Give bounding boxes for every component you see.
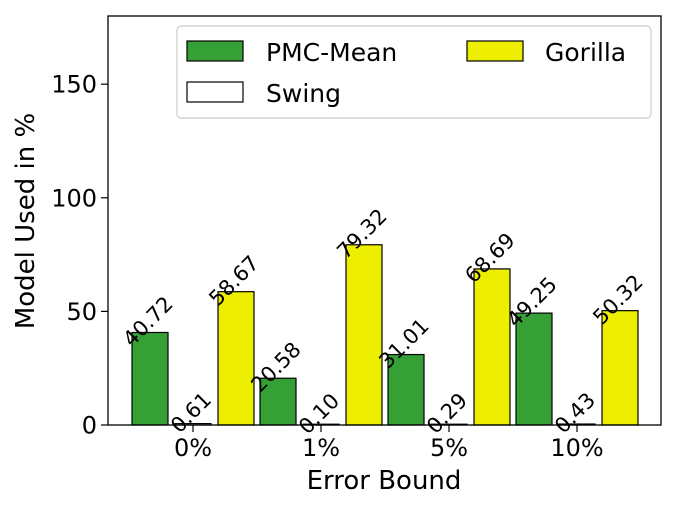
x-tick-label: 5%	[430, 434, 468, 462]
y-axis-title: Model Used in %	[11, 113, 41, 329]
data-label: 0.61	[166, 388, 216, 438]
plot-frame	[107, 15, 662, 426]
bar-gorilla-10%	[601, 310, 639, 426]
bar-gorilla-0%	[217, 291, 255, 426]
y-axis: 0 50 100 150	[51, 71, 108, 440]
data-label: 0.43	[550, 388, 600, 438]
bar-gorilla-1%	[345, 244, 383, 426]
x-axis: 0% 1% 5% 10%	[174, 425, 604, 462]
y-tick-label: 150	[51, 71, 97, 99]
legend-label-gorilla: Gorilla	[545, 38, 626, 67]
x-tick-label: 10%	[550, 434, 603, 462]
y-tick-label: 100	[51, 184, 97, 212]
data-label: 0.29	[422, 388, 472, 438]
legend-frame	[176, 25, 652, 119]
legend-label-swing: Swing	[266, 79, 341, 108]
legend-swatch-pmc-mean	[186, 40, 244, 62]
y-tick-label: 50	[66, 298, 97, 326]
bar-gorilla-5%	[473, 268, 511, 426]
bar-pmc-mean-0%	[131, 331, 169, 426]
bar-pmc-mean-10%	[515, 312, 553, 426]
legend-label-pmc-mean: PMC-Mean	[266, 38, 397, 67]
legend: PMC-Mean Swing Gorilla	[176, 25, 652, 119]
data-labels-layer: 40.720.6158.6720.580.1079.3231.010.2968.…	[118, 204, 647, 439]
legend-swatch-swing	[186, 81, 244, 103]
legend-swatch-gorilla	[466, 40, 524, 62]
x-tick-label: 1%	[302, 434, 340, 462]
bars-layer	[131, 244, 639, 426]
x-tick-label: 0%	[174, 434, 212, 462]
y-tick-label: 0	[82, 412, 97, 440]
data-label: 0.10	[294, 389, 344, 439]
bar-pmc-mean-1%	[259, 377, 297, 426]
x-axis-title: Error Bound	[307, 466, 462, 496]
